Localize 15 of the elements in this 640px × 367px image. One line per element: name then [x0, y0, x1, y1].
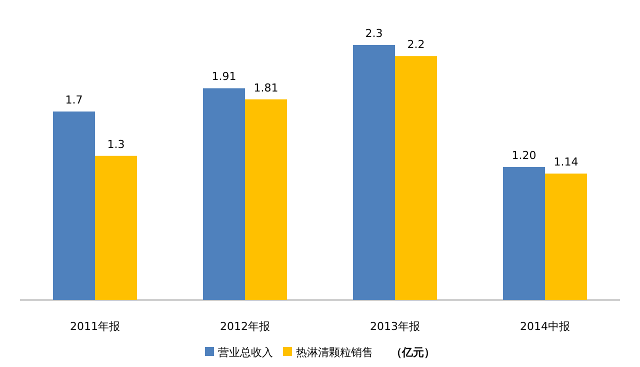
- x-tick-label: 2011年报: [70, 320, 120, 333]
- x-tick-label: 2013年报: [370, 320, 420, 333]
- data-label: 1.81: [254, 81, 278, 94]
- data-label: 1.14: [554, 156, 578, 169]
- data-label: 1.3: [107, 138, 125, 151]
- data-label: 1.91: [212, 70, 236, 84]
- data-label: 1.7: [65, 94, 83, 107]
- x-tick-label: 2012年报: [220, 320, 270, 333]
- legend-label: 营业总收入: [218, 346, 273, 359]
- x-tick-label: 2014中报: [520, 320, 570, 333]
- text: （亿元）: [391, 346, 435, 359]
- data-label: 2.3: [365, 27, 383, 40]
- legend-label: 热淋清颗粒销售: [296, 346, 373, 359]
- data-label: 2.2: [407, 38, 425, 52]
- data-label: 1.20: [512, 148, 536, 162]
